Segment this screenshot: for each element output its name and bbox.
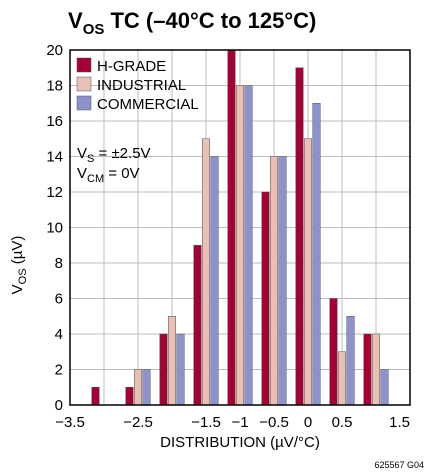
legend: H-GRADE INDUSTRIAL COMMERCIAL [76,57,199,113]
x-tick-label: 0.5 [332,414,353,431]
bar-commercial [346,316,355,406]
legend-label: H-GRADE [97,58,166,75]
bar-commercial [176,333,185,406]
y-tick-label: 8 [55,255,63,272]
x-tick-label: −3.5 [55,414,85,431]
condition-line: VS = ±2.5V [77,145,151,165]
x-tick-labels: −3.5 −2.5 −1.5 −1 −0.5 0 0.5 1.5 [55,414,410,431]
legend-swatch [76,95,92,111]
x-tick-label: −1 [231,414,248,431]
bar-industrial [168,316,176,406]
bar-h-grade [261,191,270,406]
legend-swatch [76,76,92,92]
y-tick-label: 20 [46,42,63,59]
bar-industrial [236,85,244,406]
legend-label: INDUSTRIAL [97,77,186,94]
bar-commercial [142,369,151,406]
x-tick-label: −1.5 [191,414,221,431]
y-tick-label: 12 [46,184,63,201]
bar-industrial [134,369,142,406]
bar-commercial [244,85,253,406]
figure-code: 625567 G04 [374,460,424,470]
bar-h-grade [295,67,304,406]
x-tick-label: −2.5 [123,414,153,431]
y-tick-labels: 0 2 4 6 8 10 12 14 16 18 20 [46,42,63,414]
bar-industrial [304,138,312,406]
bar-h-grade [159,333,168,406]
bar-industrial [202,138,210,406]
y-tick-label: 18 [46,78,63,95]
y-tick-label: 4 [55,326,63,343]
bars [91,49,389,406]
bar-h-grade [329,298,338,406]
x-axis-label: DISTRIBUTION (µV/°C) [160,434,320,451]
chart-title: VOS TC (–40°C to 125°C) [68,8,316,38]
bar-commercial [210,156,219,406]
y-tick-label: 0 [55,397,63,414]
y-tick-label: 10 [46,220,63,237]
bar-h-grade [91,387,100,406]
bar-industrial [270,156,278,406]
bar-commercial [278,156,287,406]
x-tick-label: −0.5 [259,414,289,431]
bar-h-grade [363,333,372,406]
bar-industrial [372,333,380,406]
condition-line: VCM = 0V [77,165,140,185]
y-tick-label: 6 [55,291,63,308]
bar-h-grade [125,387,134,406]
bar-commercial [380,369,389,406]
legend-swatch [76,57,92,73]
legend-label: COMMERCIAL [97,96,199,113]
bar-industrial [338,351,346,406]
bar-h-grade [227,49,236,406]
plot-frame [69,49,411,406]
y-axis-label: VOS (µV) [9,236,29,295]
y-tick-label: 16 [46,113,63,130]
bar-commercial [312,103,321,406]
bar-h-grade [193,245,202,406]
y-tick-label: 14 [46,149,63,166]
x-tick-label: 1.5 [389,414,410,431]
x-tick-label: 0 [304,414,312,431]
y-tick-label: 2 [55,362,63,379]
